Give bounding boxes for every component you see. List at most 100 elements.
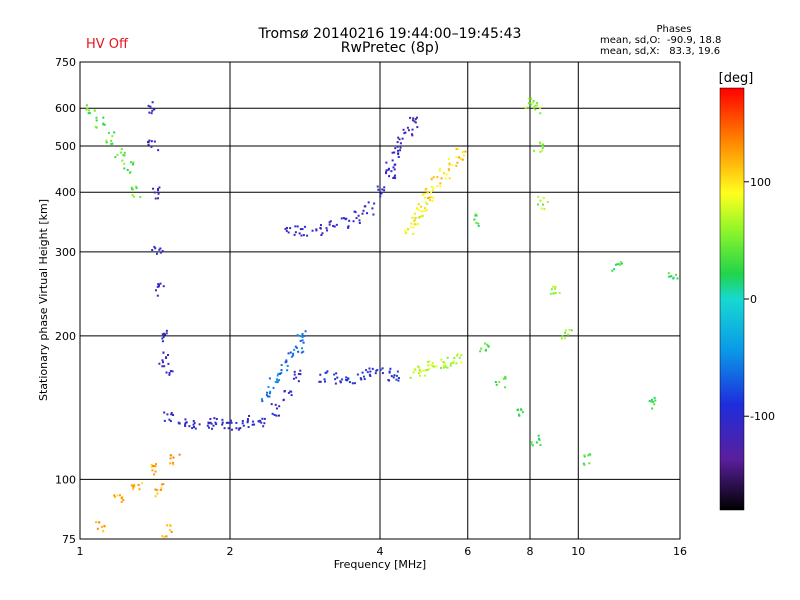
data-point (413, 223, 416, 226)
data-point (238, 427, 241, 430)
data-point (163, 333, 166, 336)
data-point (409, 226, 412, 229)
data-points (85, 97, 679, 539)
data-point (450, 362, 453, 365)
data-point (438, 167, 441, 170)
data-point (397, 156, 400, 159)
data-point (438, 169, 441, 172)
data-point (103, 123, 106, 126)
data-point (157, 192, 160, 195)
data-point (397, 153, 400, 156)
data-point (284, 227, 287, 230)
data-point (147, 143, 150, 146)
y-tick-label: 500 (55, 140, 76, 153)
data-point (354, 211, 357, 214)
data-point (139, 196, 142, 199)
data-point (484, 348, 487, 351)
data-point (380, 191, 383, 194)
data-point (443, 361, 446, 364)
data-point (315, 229, 318, 232)
data-point (376, 368, 379, 371)
data-point (383, 189, 386, 192)
data-point (345, 217, 348, 220)
data-point (172, 463, 175, 466)
data-point (289, 390, 292, 393)
data-point (184, 421, 187, 424)
data-point (132, 161, 135, 164)
data-point (155, 252, 158, 255)
data-point (161, 361, 164, 364)
data-point (538, 141, 541, 144)
data-point (154, 197, 157, 200)
data-point (401, 137, 404, 140)
data-point (346, 226, 349, 229)
data-point (546, 201, 549, 204)
data-point (406, 126, 409, 129)
data-point (361, 212, 364, 215)
data-point (266, 391, 269, 394)
data-point (169, 420, 172, 423)
data-point (287, 352, 290, 355)
data-point (410, 222, 413, 225)
data-point (348, 219, 351, 222)
data-point (323, 378, 326, 381)
data-point (131, 163, 134, 166)
data-point (532, 101, 535, 104)
data-point (583, 455, 586, 458)
data-point (129, 161, 132, 164)
data-point (156, 285, 159, 288)
data-point (150, 112, 153, 115)
data-point (652, 400, 655, 403)
data-point (157, 284, 160, 287)
data-point (539, 106, 542, 109)
x-tick-label: 10 (571, 545, 585, 558)
data-point (211, 427, 214, 430)
data-point (133, 485, 136, 488)
data-point (394, 147, 397, 150)
data-point (297, 350, 300, 353)
data-point (157, 149, 160, 152)
data-point (296, 225, 299, 228)
data-point (480, 347, 483, 350)
data-point (185, 421, 188, 424)
data-point (455, 156, 458, 159)
data-point (120, 497, 123, 500)
data-point (420, 205, 423, 208)
data-point (293, 370, 296, 373)
data-point (448, 177, 451, 180)
data-point (268, 392, 271, 395)
data-point (395, 378, 398, 381)
gridlines (80, 62, 680, 539)
data-point (583, 463, 586, 466)
data-point (263, 417, 266, 420)
data-point (295, 376, 298, 379)
data-point (650, 400, 653, 403)
data-point (122, 154, 125, 157)
data-point (418, 372, 421, 375)
data-point (432, 365, 435, 368)
data-point (328, 221, 331, 224)
data-point (346, 379, 349, 382)
data-point (558, 291, 561, 294)
data-point (442, 172, 445, 175)
data-point (135, 187, 138, 190)
data-point (502, 377, 505, 380)
data-point (451, 164, 454, 167)
data-point (410, 133, 413, 136)
data-point (120, 501, 123, 504)
data-point (411, 128, 414, 131)
data-point (311, 229, 314, 232)
data-point (392, 166, 395, 169)
data-point (439, 367, 442, 370)
y-axis-label: Stationary phase Virtual Height [km] (37, 199, 50, 401)
data-point (383, 186, 386, 189)
data-point (413, 218, 416, 221)
data-point (540, 207, 543, 210)
data-point (539, 112, 542, 115)
data-point (110, 139, 113, 142)
data-point (398, 138, 401, 141)
data-point (428, 199, 431, 202)
data-point (582, 462, 585, 465)
data-point (353, 210, 356, 213)
data-point (168, 418, 171, 421)
